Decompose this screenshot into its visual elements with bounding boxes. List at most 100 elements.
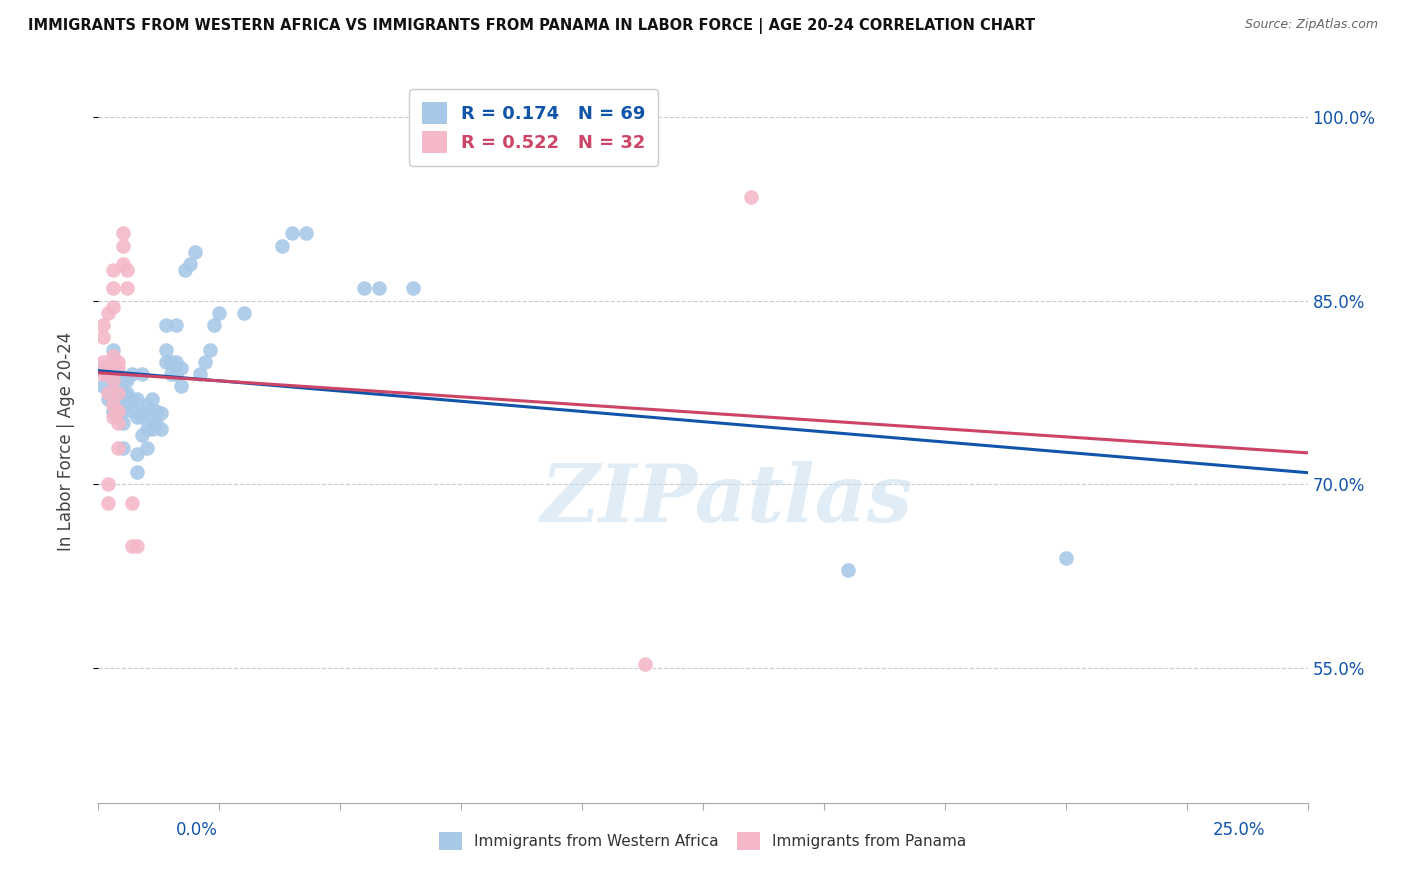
Point (107, 416, 129, 430)
Point (107, 361, 129, 376)
Point (131, 428, 153, 442)
Text: Source: ZipAtlas.com: Source: ZipAtlas.com (1244, 18, 1378, 31)
Point (135, 422, 157, 436)
Y-axis label: In Labor Force | Age 20-24: In Labor Force | Age 20-24 (56, 332, 75, 551)
Point (165, 318, 187, 333)
Point (155, 355, 177, 369)
Point (111, 238, 134, 252)
Point (135, 441, 157, 455)
Point (160, 355, 183, 369)
Point (121, 496, 143, 510)
Point (141, 422, 163, 436)
Point (97, 306, 120, 320)
Point (97, 361, 120, 376)
Point (91, 379, 114, 393)
Point (1054, 550, 1077, 565)
Point (121, 539, 143, 553)
Point (107, 410, 129, 425)
Point (131, 404, 153, 418)
Point (198, 343, 221, 357)
Point (91, 330, 114, 344)
Point (121, 404, 143, 418)
Point (97, 496, 120, 510)
Point (111, 227, 134, 241)
Point (281, 227, 304, 241)
Point (117, 281, 139, 295)
Point (165, 355, 187, 369)
Point (111, 385, 134, 400)
Point (127, 410, 149, 425)
Text: 0.0%: 0.0% (176, 821, 218, 838)
Point (740, 189, 762, 203)
Point (837, 563, 859, 577)
Point (101, 349, 124, 363)
Point (145, 404, 167, 418)
Point (107, 355, 129, 369)
Point (150, 406, 173, 420)
Point (169, 379, 191, 393)
Point (107, 379, 129, 393)
Point (121, 367, 143, 381)
Point (91, 361, 114, 376)
Point (97, 385, 120, 400)
Point (101, 373, 124, 387)
Point (111, 441, 134, 455)
Point (174, 263, 197, 277)
Point (204, 318, 226, 333)
Point (97, 392, 120, 406)
Point (165, 367, 187, 381)
Point (271, 238, 294, 252)
Point (353, 281, 375, 295)
Point (101, 379, 124, 393)
Text: ZIPatlas: ZIPatlas (541, 460, 914, 538)
Point (131, 367, 153, 381)
Text: IMMIGRANTS FROM WESTERN AFRICA VS IMMIGRANTS FROM PANAMA IN LABOR FORCE | AGE 20: IMMIGRANTS FROM WESTERN AFRICA VS IMMIGR… (28, 18, 1035, 34)
Point (127, 539, 149, 553)
Point (101, 367, 124, 381)
Point (127, 465, 149, 479)
Point (107, 367, 129, 381)
Point (127, 447, 149, 461)
Point (117, 373, 139, 387)
Point (155, 318, 177, 333)
Point (97, 477, 120, 491)
Point (101, 343, 124, 357)
Point (402, 281, 425, 295)
Point (135, 398, 157, 412)
Point (160, 367, 183, 381)
Point (107, 392, 129, 406)
Point (101, 398, 124, 412)
Point (141, 410, 163, 425)
Point (111, 373, 134, 387)
Point (111, 404, 134, 418)
Legend: Immigrants from Western Africa, Immigrants from Panama: Immigrants from Western Africa, Immigran… (433, 826, 973, 856)
Point (194, 355, 217, 369)
Point (634, 657, 657, 672)
Point (208, 306, 231, 320)
Point (295, 227, 318, 241)
Point (184, 244, 207, 259)
Point (179, 257, 201, 271)
Point (111, 257, 134, 271)
Point (155, 343, 177, 357)
Point (97, 367, 120, 381)
Point (141, 392, 163, 406)
Point (145, 416, 167, 430)
Point (117, 263, 139, 277)
Point (117, 385, 139, 400)
Point (107, 441, 129, 455)
Point (232, 306, 254, 320)
Point (368, 281, 391, 295)
Point (101, 404, 124, 418)
Point (107, 404, 129, 418)
Point (150, 422, 173, 436)
Text: 25.0%: 25.0% (1213, 821, 1265, 838)
Point (131, 410, 153, 425)
Point (111, 416, 134, 430)
Point (91, 355, 114, 369)
Point (101, 355, 124, 369)
Point (117, 398, 139, 412)
Point (107, 385, 129, 400)
Point (169, 361, 191, 376)
Point (91, 318, 114, 333)
